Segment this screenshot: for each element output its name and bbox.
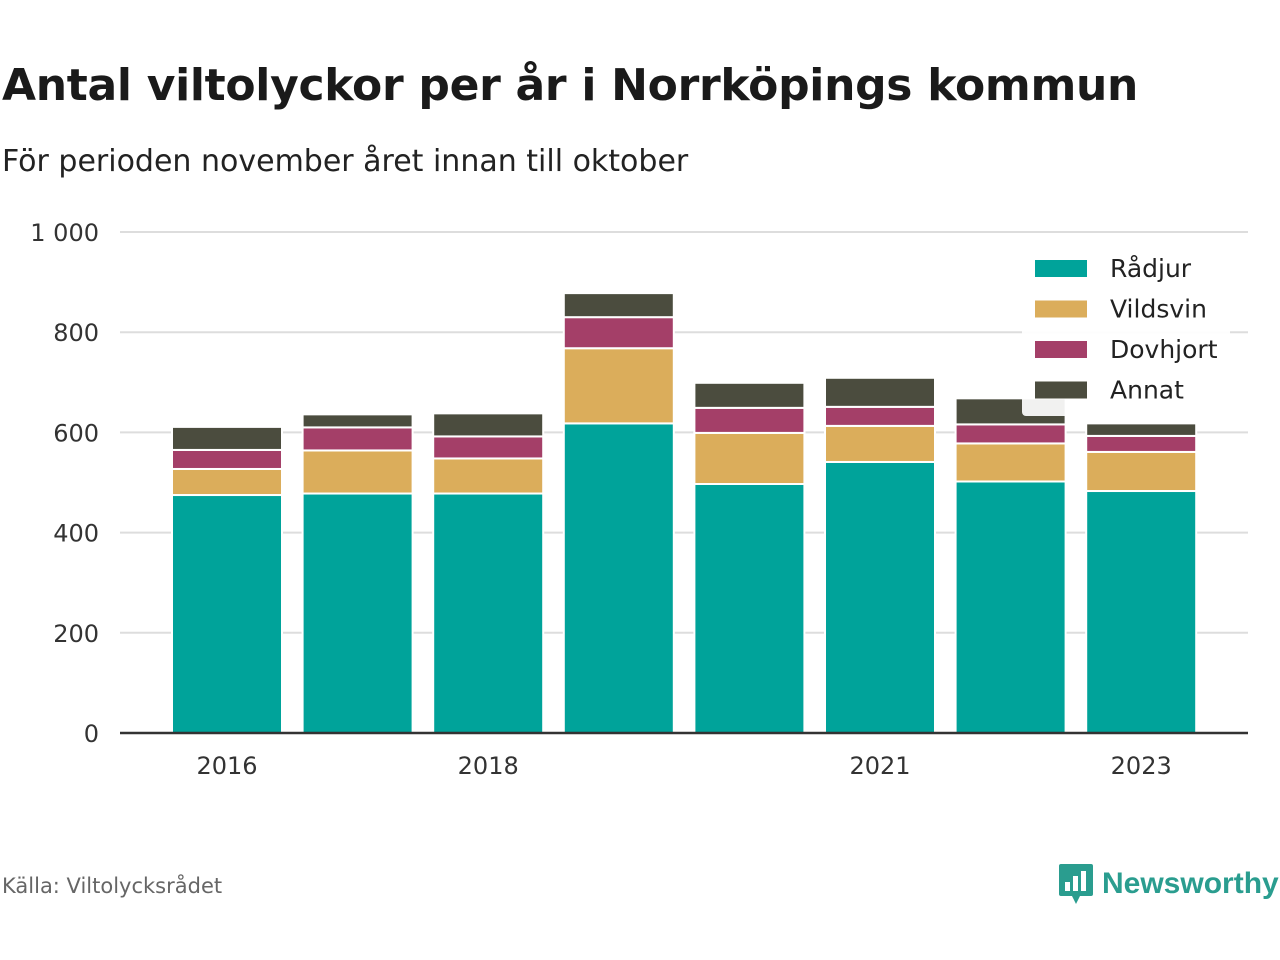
bar-annat-2019 [562,292,675,319]
bar-annat-2017 [301,413,414,429]
y-tick-label: 600 [53,419,99,447]
bar-vildsvin-2020 [693,431,806,486]
bar-stack-2021 [824,376,936,734]
source-note: Källa: Viltolycksrådet [2,874,223,898]
newsworthy-logo-icon [1059,864,1093,904]
y-tick-label: 800 [53,319,99,347]
bar-stack-2018 [432,412,545,734]
bar-stack-2022 [954,397,1067,734]
brand-name: Newsworthy [1102,867,1279,900]
bar-dovhjort-2022 [954,423,1067,445]
bar-annat-2023 [1085,422,1198,437]
y-tick-label: 1 000 [30,219,99,247]
bar-dovhjort-2021 [824,405,936,427]
legend-label-dovhjort: Dovhjort [1110,335,1218,364]
bar-vildsvin-2018 [432,457,545,495]
legend-swatch-rådjur [1035,260,1087,277]
bar-vildsvin-2016 [171,467,283,497]
x-tick-label: 2016 [196,752,257,780]
x-tick-label: 2023 [1111,752,1172,780]
bar-rådjur-2019 [562,422,675,734]
bar-vildsvin-2017 [301,449,414,495]
brand-logo: Newsworthy [1058,862,1279,906]
bar-rådjur-2023 [1085,490,1198,734]
bar-vildsvin-2022 [954,442,1067,483]
legend-swatch-dovhjort [1035,341,1087,358]
bar-vildsvin-2023 [1085,450,1198,493]
bar-stack-2019 [562,292,675,734]
bar-rådjur-2018 [432,492,545,734]
bar-rådjur-2022 [954,480,1067,734]
legend-label-annat: Annat [1110,376,1184,405]
bar-rådjur-2016 [171,494,283,734]
bar-stack-2017 [301,413,414,734]
bar-annat-2018 [432,412,545,438]
bar-dovhjort-2016 [171,448,283,470]
x-tick-label: 2018 [458,752,519,780]
bar-dovhjort-2019 [562,316,675,350]
y-tick-label: 200 [53,620,99,648]
bar-dovhjort-2020 [693,406,806,434]
bar-dovhjort-2023 [1085,434,1198,453]
legend-label-vildsvin: Vildsvin [1110,295,1207,324]
legend-label-rådjur: Rådjur [1110,254,1192,283]
bar-stack-2023 [1085,422,1198,734]
legend: Rådjur Vildsvin Dovhjort Annat [1022,246,1230,416]
chart-subtitle: För perioden november året innan till ok… [2,144,689,179]
y-tick-label: 0 [84,720,99,748]
legend-swatch-annat [1035,381,1087,399]
legend-background [1022,246,1230,416]
legend-swatch-vildsvin [1035,300,1087,318]
bar-annat-2021 [824,376,936,408]
bar-rådjur-2021 [824,460,936,734]
bar-stack-2020 [693,381,806,734]
bars [171,292,1198,734]
x-tick-label: 2021 [849,752,910,780]
y-axis-ticks: 0 200 400 600 800 1 000 [30,219,99,748]
bar-rådjur-2017 [301,492,414,734]
bar-vildsvin-2021 [824,424,936,463]
bar-rådjur-2020 [693,483,806,734]
y-tick-label: 400 [53,520,99,548]
bar-annat-2020 [693,381,806,409]
bar-dovhjort-2017 [301,426,414,452]
bar-stack-2016 [171,425,283,734]
chart-title: Antal viltolyckor per år i Norrköpings k… [2,60,1139,111]
bar-annat-2016 [171,425,283,451]
bar-vildsvin-2019 [562,347,675,425]
bar-dovhjort-2018 [432,435,545,460]
x-axis-ticks: 2016 2018 2021 2023 [196,752,1171,780]
